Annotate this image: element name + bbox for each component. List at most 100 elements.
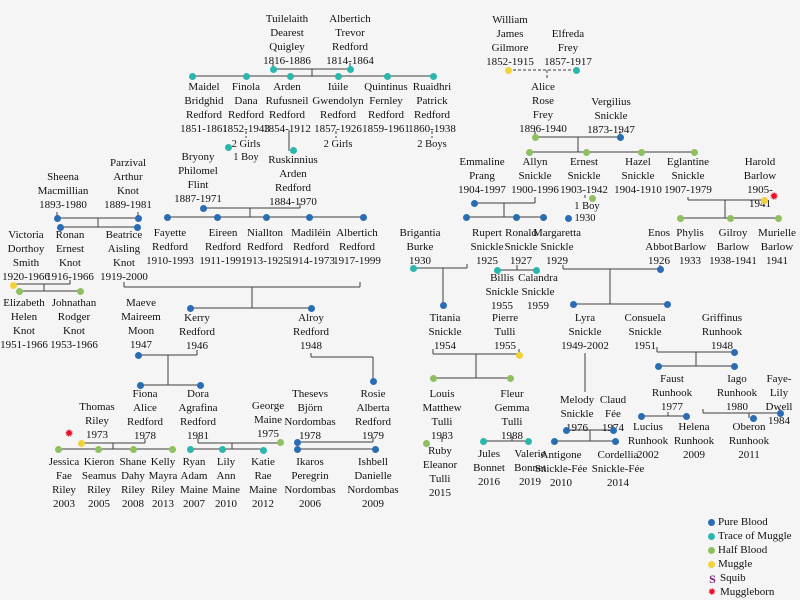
pure-blood-dot bbox=[360, 214, 367, 221]
legend-item-muggle: Muggle bbox=[708, 558, 792, 571]
person-name: Ronan Ernest Knot bbox=[55, 229, 85, 269]
person-ernest-snickle: Ernest Snickle 1903-1942 bbox=[560, 155, 608, 197]
half-blood-dot bbox=[55, 446, 62, 453]
half-blood-dot bbox=[526, 149, 533, 156]
person-dates: 1873-1947 bbox=[587, 124, 635, 136]
legend-label: Muggle bbox=[718, 558, 753, 570]
person-name: Alice Rose Frey bbox=[531, 81, 555, 121]
person-name: Fiona Alice Redford bbox=[126, 388, 164, 428]
person-calandra-snickle: Calandra Snickle 1959 bbox=[518, 271, 558, 313]
muggleborn-icon: ✹ bbox=[706, 585, 719, 599]
trace-of-muggle-dot bbox=[410, 265, 417, 272]
person-dates: 1983 bbox=[430, 430, 453, 442]
pure-blood-dot bbox=[214, 214, 221, 221]
person-name: Harold Barlow bbox=[743, 156, 777, 182]
person-name: Madiléin Redford bbox=[291, 227, 331, 253]
trace-of-muggle-dot bbox=[287, 73, 294, 80]
person-dates: 2012 bbox=[251, 498, 274, 510]
trace-of-muggle-dot bbox=[347, 66, 354, 73]
muggle-dot bbox=[10, 282, 17, 289]
person-dates: 1926 bbox=[648, 255, 670, 267]
person-fiona-alice-redford: Fiona Alice Redford 1978 bbox=[127, 387, 163, 443]
person-name: Ronald Snickle bbox=[504, 227, 538, 253]
person-dates: 1854-1912 bbox=[263, 123, 311, 135]
person-maidel-bridghid-redford: Maidel Bridghid Redford 1851-1861 bbox=[180, 80, 228, 136]
person-dates: 1978 bbox=[133, 430, 156, 442]
person-tuilelaith-dearest-quigley: Tuilelaith Dearest Quigley 1816-1886 bbox=[263, 12, 311, 68]
person-name: Dora Agrafina Redford bbox=[178, 388, 218, 428]
person-shane-dahy-riley: Shane Dahy Riley 2008 bbox=[120, 455, 147, 511]
children-note: 2 Girls 1 Boy bbox=[231, 139, 261, 163]
person-ikaros-peregrin-nordombas: Ikaros Peregrin Nordombas 2006 bbox=[284, 455, 335, 511]
person-dates: 1933 bbox=[678, 255, 701, 267]
trace-of-muggle-dot bbox=[480, 438, 487, 445]
legend-item-pure-blood: Pure Blood bbox=[708, 516, 792, 529]
person-lily-ann-maine: Lily Ann Maine 2010 bbox=[212, 455, 240, 511]
person-sheena-macmillian: Sheena Macmillian 1893-1980 bbox=[38, 170, 89, 212]
half-blood-dot bbox=[507, 375, 514, 382]
person-dates: 1954 bbox=[434, 340, 456, 352]
person-name: Antigone Snickle-Fée bbox=[534, 449, 588, 475]
person-vergilius-snickle: Vergilius Snickle 1873-1947 bbox=[587, 95, 635, 137]
person-name: Helena Runhook bbox=[673, 421, 715, 447]
person-lucius-runhook: Lucius Runhook 2002 bbox=[628, 420, 668, 462]
person-dates: 1911-1991 bbox=[199, 255, 247, 267]
person-dates: 1816-1886 bbox=[263, 55, 311, 67]
squib-icon: S bbox=[709, 571, 716, 586]
person-katie-rae-maine: Katie Rae Maine 2012 bbox=[249, 455, 277, 511]
person-dates: 1857-1917 bbox=[544, 56, 592, 68]
half-blood-dot bbox=[423, 440, 430, 447]
person-name: Gilroy Barlow bbox=[716, 227, 750, 253]
trace-of-muggle-dot bbox=[219, 446, 226, 453]
person-beatrice-aisling-knot: Beatrice Aisling Knot 1919-2000 bbox=[100, 228, 148, 284]
pure-blood-dot bbox=[612, 438, 619, 445]
person-name: Billis Snickle bbox=[485, 272, 519, 298]
person-parzival-arthur-knot: Parzival Arthur Knot 1889-1981 bbox=[104, 156, 152, 212]
person-name: Oberon Runhook bbox=[728, 421, 770, 447]
trace-of-muggle-dot bbox=[494, 267, 501, 274]
person-dates: 1814-1864 bbox=[326, 55, 374, 67]
person-victoria-dorthoy-smith: Victoria Dorthoy Smith 1920-1966 bbox=[2, 228, 50, 284]
person-name: Niallton Redford bbox=[246, 227, 284, 253]
legend-label: Muggleborn bbox=[720, 586, 775, 598]
person-thesevs-bjrn-nordombas: Thesevs Björn Nordombas 1978 bbox=[284, 387, 335, 443]
pure-blood-dot bbox=[294, 439, 301, 446]
person-name: Iúile Gwendolyn Redford bbox=[312, 81, 364, 121]
pure-blood-dot bbox=[440, 302, 447, 309]
person-dates: 1919-2000 bbox=[100, 271, 148, 283]
muggle-dot bbox=[78, 440, 85, 447]
pure-blood-dot bbox=[570, 301, 577, 308]
person-pierre-tulli: Pierre Tulli 1955 bbox=[492, 311, 518, 353]
person-dates: 1857-1926 bbox=[314, 123, 362, 135]
person-name: Hazel Snickle bbox=[621, 156, 655, 182]
person-name: Ruaidhri Patrick Redford bbox=[412, 81, 452, 121]
person-dates: 1913-1925 bbox=[241, 255, 289, 267]
person-name: Margaretta Snickle bbox=[532, 227, 582, 253]
person-dates: 1887-1971 bbox=[174, 193, 222, 205]
person-dates: 1988 bbox=[500, 430, 523, 442]
person-name: Elfreda Frey bbox=[551, 28, 585, 54]
person-kieron-seamus-riley: Kieron Seamus Riley 2005 bbox=[82, 455, 116, 511]
person-name: Maeve Maireem Moon bbox=[121, 297, 161, 337]
person-name: Arden Rufusneil Redford bbox=[265, 81, 309, 121]
person-dates: 2003 bbox=[52, 498, 75, 510]
children-note: 2 Girls bbox=[323, 139, 353, 150]
person-dates: 2002 bbox=[637, 449, 659, 461]
person-name: Enos Abbot bbox=[645, 227, 673, 253]
pure-blood-dot bbox=[731, 363, 738, 370]
trace-of-muggle-dot bbox=[270, 66, 277, 73]
person-dates: 1979 bbox=[361, 430, 384, 442]
person-cordellia-snickle-fe: Cordellia Snickle-Fée 2014 bbox=[592, 448, 645, 490]
person-name: Pierre Tulli bbox=[491, 312, 519, 338]
person-name: Rupert Snickle bbox=[470, 227, 504, 253]
person-dates: 2008 bbox=[121, 498, 144, 510]
muggle-dot bbox=[708, 561, 715, 568]
person-billis-snickle: Billis Snickle 1955 bbox=[486, 271, 519, 313]
children-note: 1930 bbox=[574, 213, 596, 224]
person-thomas-riley: Thomas Riley 1973 bbox=[79, 400, 114, 442]
person-elfreda-frey: Elfreda Frey 1857-1917 bbox=[544, 27, 592, 69]
pure-blood-dot bbox=[306, 214, 313, 221]
person-name: Victoria Dorthoy Smith bbox=[7, 229, 45, 269]
person-dates: 1948 bbox=[299, 340, 322, 352]
